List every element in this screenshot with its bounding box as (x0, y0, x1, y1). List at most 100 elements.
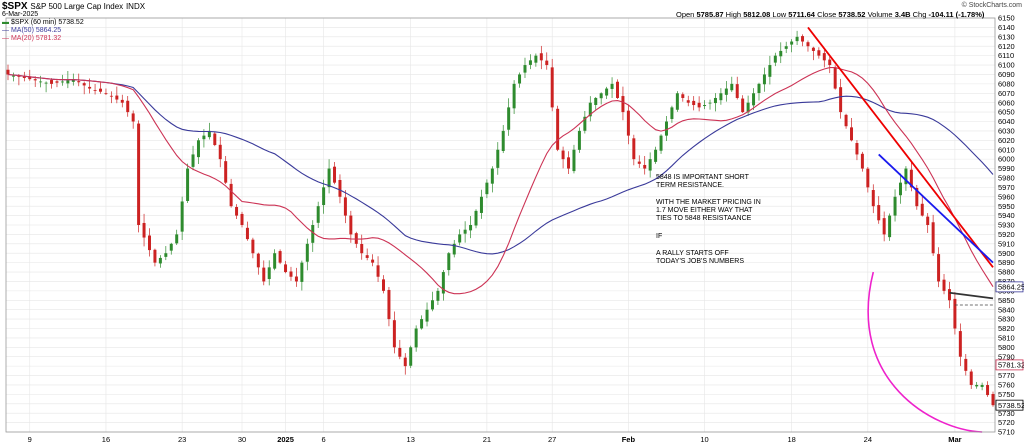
blue-trendline (878, 153, 994, 264)
candle-down (556, 108, 560, 150)
y-tick-label: 5940 (998, 211, 1015, 220)
candle-up (534, 55, 538, 63)
candle-down (93, 90, 97, 91)
x-tick-label: 13 (407, 435, 415, 444)
y-tick-label: 5820 (998, 324, 1015, 333)
candle-down (55, 81, 59, 83)
x-tick-label: 23 (178, 435, 186, 444)
candle-up (436, 290, 440, 301)
candle-down (964, 358, 968, 371)
candle-down (871, 190, 875, 207)
candle-down (218, 144, 222, 160)
candle-up (180, 201, 184, 232)
candle-down (947, 289, 951, 301)
candle-down (284, 264, 288, 273)
candle-down (697, 102, 701, 108)
candle-down (953, 298, 957, 329)
x-tick-label: 16 (102, 435, 110, 444)
candle-down (986, 385, 990, 396)
candle-up (458, 234, 462, 243)
y-tick-label: 6050 (998, 108, 1015, 117)
legend-price-label: $SPX (60 min) 5738.52 (10, 19, 84, 26)
y-tick-label: 5760 (998, 381, 1015, 390)
y-tick-label: 6040 (998, 117, 1015, 126)
candle-down (104, 93, 108, 95)
candle-down (692, 100, 696, 106)
candle-down (382, 279, 385, 291)
candle-down (621, 96, 625, 113)
candle-up (207, 130, 211, 138)
x-tick-label: 30 (238, 435, 246, 444)
candle-up (757, 83, 761, 93)
candle-down (77, 81, 81, 83)
source-credit: © StockCharts.com (961, 2, 1022, 9)
candle-down (289, 271, 293, 277)
candle-up (463, 229, 467, 234)
candle-up (71, 79, 75, 82)
candle-up (60, 81, 64, 83)
candle-up (512, 83, 516, 109)
candle-down (735, 84, 739, 98)
candle-down (376, 265, 380, 277)
candle-down (99, 88, 103, 92)
y-tick-label: 5900 (998, 249, 1015, 258)
x-tick-label: 9 (28, 435, 32, 444)
candle-up (469, 225, 473, 231)
candle-down (632, 138, 636, 160)
close-value: 5738.52 (838, 10, 866, 19)
annotation-line: TIES TO 5848 RESISTAANCE (656, 215, 752, 222)
ma50-price-tag-box (995, 281, 1024, 293)
price-tags: 5864.25 5781.32 5738.52 (995, 281, 1024, 411)
ma20-price-tag: 5781.32 (998, 361, 1024, 370)
candle-down (354, 233, 358, 244)
candle-down (17, 75, 21, 77)
y-tick-label: 5810 (998, 334, 1015, 343)
candle-down (120, 99, 124, 103)
ma20-price-tag-box (995, 359, 1024, 371)
candle-down (278, 251, 282, 263)
candle-down (371, 259, 375, 263)
y-tick-label: 5830 (998, 315, 1015, 324)
volume-value: 3.4B (894, 10, 911, 19)
candle-up (409, 347, 413, 366)
candle-down (333, 166, 337, 183)
legend-ma20-label: MA(20) 5781.32 (10, 35, 62, 42)
candle-down (958, 331, 962, 357)
y-tick-label: 6030 (998, 127, 1015, 136)
candle-down (882, 218, 886, 235)
candle-down (561, 150, 565, 160)
candle-down (28, 76, 32, 80)
chart-date: 6-Mar-2025 (2, 11, 39, 18)
candle-down (828, 59, 832, 66)
candle-up (430, 300, 434, 310)
high-value: 5812.08 (743, 10, 771, 19)
candle-up (452, 243, 456, 255)
annotation-line: 1.7 MOVE EITHER WAY THAT (656, 207, 753, 214)
candle-up (713, 97, 717, 104)
annotation-rally: A RALLY STARTS OFF TODAY'S JOB'S NUMBERS (656, 250, 744, 266)
candle-down (349, 215, 353, 235)
candle-down (33, 79, 37, 81)
candle-up (523, 65, 527, 73)
candle-down (147, 235, 151, 251)
candle-up (746, 102, 750, 113)
candle-up (441, 272, 445, 294)
candle-down (294, 276, 298, 282)
legend-ma50: — MA(50) 5864.25 (2, 27, 61, 34)
legend-ma50-label: MA(50) 5864.25 (10, 27, 62, 34)
chg-label: Chg (912, 10, 927, 19)
candle-down (626, 110, 630, 136)
candle-down (915, 187, 919, 207)
candle-up (175, 234, 179, 244)
candle-up (654, 149, 658, 162)
close-price-tag-box (995, 399, 1024, 411)
y-tick-label: 6130 (998, 32, 1015, 41)
candle-down (153, 249, 157, 263)
annotation-line: TODAY'S JOB'S NUMBERS (656, 258, 744, 265)
candle-up (795, 36, 799, 42)
candle-up (708, 102, 712, 104)
low-label: Low (772, 10, 787, 19)
ma20-line (7, 67, 994, 295)
exchange: INDX (125, 2, 146, 11)
